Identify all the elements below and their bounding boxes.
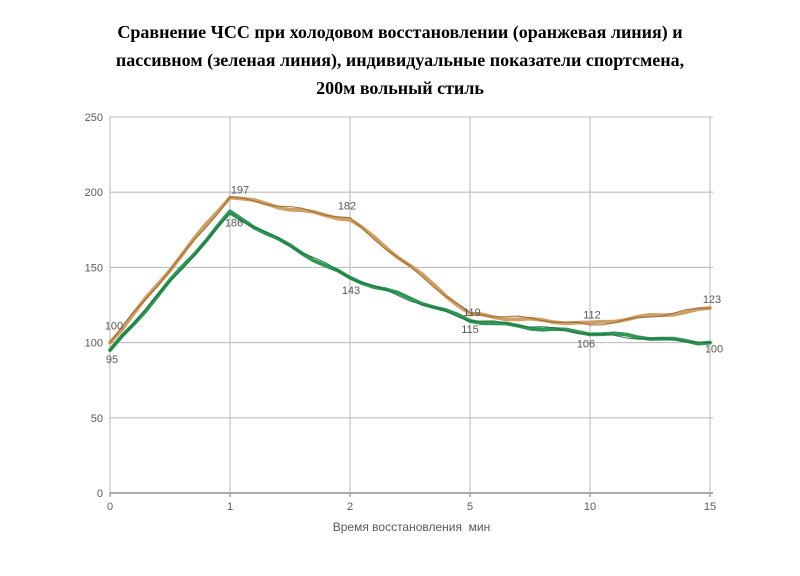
x-tick-label: 15 <box>704 501 716 513</box>
y-tick-label: 200 <box>85 187 103 199</box>
y-tick-label: 50 <box>91 413 103 425</box>
data-label: 95 <box>106 354 118 366</box>
x-axis-title: Время восстановления мин <box>333 520 491 534</box>
data-label: 186 <box>225 217 243 229</box>
data-label: 100 <box>705 344 723 356</box>
data-label: 106 <box>577 339 595 351</box>
title-line-3: 200м вольный стиль <box>316 78 484 98</box>
y-tick-label: 0 <box>97 488 103 500</box>
data-label: 100 <box>105 321 123 333</box>
title-line-2: пассивном (зеленая линия), индивидуальны… <box>115 50 685 70</box>
y-tick-label: 150 <box>85 262 103 274</box>
x-tick-label: 10 <box>584 501 596 513</box>
passive-recovery-line-shade <box>109 213 711 351</box>
data-label: 182 <box>338 200 356 212</box>
y-tick-label: 250 <box>85 112 103 124</box>
title-line-1: Сравнение ЧСС при холодовом восстановлен… <box>117 22 683 42</box>
x-tick-label: 2 <box>347 501 353 513</box>
y-tick-label: 100 <box>85 338 103 350</box>
chart-title: Сравнение ЧСС при холодовом восстановлен… <box>0 18 800 102</box>
data-label: 119 <box>463 307 481 319</box>
cold-recovery-line-shade <box>109 196 711 344</box>
x-tick-label: 0 <box>107 501 113 513</box>
data-label: 112 <box>583 310 601 322</box>
x-tick-label: 5 <box>467 501 473 513</box>
data-label: 123 <box>703 294 721 306</box>
data-label: 197 <box>231 185 249 197</box>
x-tick-label: 1 <box>227 501 233 513</box>
data-label: 143 <box>342 285 360 297</box>
data-label: 115 <box>461 324 479 336</box>
